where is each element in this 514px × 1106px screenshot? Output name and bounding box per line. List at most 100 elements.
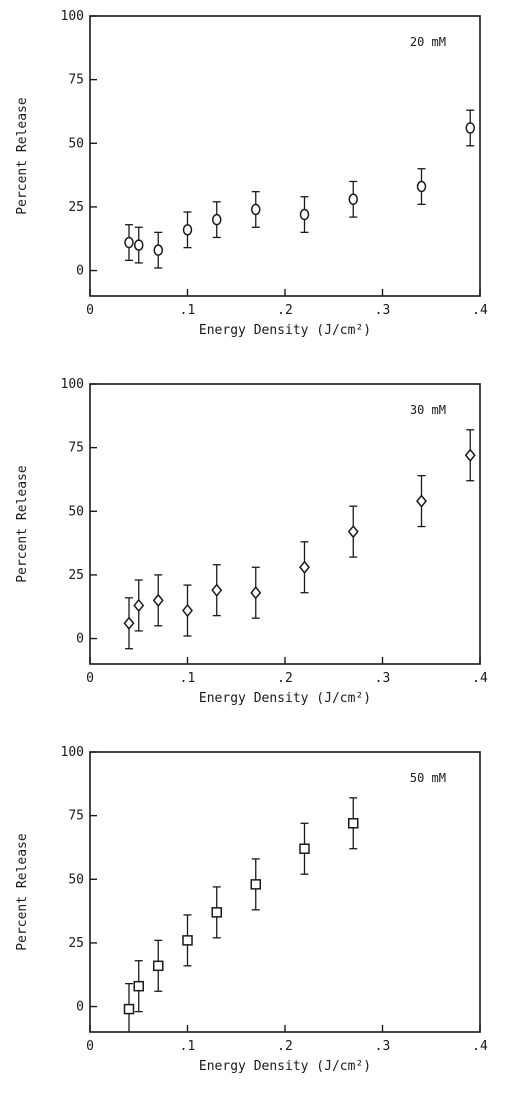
y-tick-label: 0: [76, 632, 84, 647]
y-axis-label: Percent Release: [15, 97, 30, 215]
point-marker: [211, 583, 223, 597]
point-marker: [251, 203, 261, 216]
x-axis-label: Energy Density (J/cm²): [199, 691, 371, 706]
y-axis-label: Percent Release: [15, 465, 30, 583]
data-point: [347, 505, 359, 558]
chart-svg: 0 25 50 75 100 0 .1 .2 .3 .4 Energy Density (J/cm²…: [15, 377, 488, 706]
x-tick-label: .1: [180, 671, 196, 686]
data-point: [153, 231, 163, 269]
point-marker: [153, 960, 164, 972]
y-tick-label: 50: [68, 136, 84, 151]
data-point: [123, 982, 135, 1032]
point-marker: [250, 586, 262, 600]
x-tick-label: .4: [472, 1039, 488, 1054]
data-point: [211, 564, 223, 617]
data-point: [299, 541, 310, 594]
data-point: [124, 224, 134, 262]
data-point: [251, 190, 261, 228]
concentration-label: 30 mM: [410, 403, 446, 417]
y-tick-label: 25: [68, 568, 84, 583]
x-tick-label: .2: [277, 1039, 293, 1054]
point-marker: [299, 843, 310, 854]
point-marker: [212, 213, 222, 226]
chart-panel-30mm: 0 25 50 75 100 0 .1 .2 .3 .4 Energy Density (J/cm²…: [0, 368, 514, 736]
point-marker: [182, 603, 193, 618]
data-point: [299, 822, 310, 875]
point-marker: [182, 935, 193, 946]
plot-frame: [89, 15, 481, 297]
data-point: [348, 180, 358, 218]
point-marker: [299, 560, 310, 574]
point-marker: [465, 122, 475, 134]
data-point: [464, 429, 476, 482]
y-tick-label: 25: [68, 200, 84, 215]
point-marker: [182, 224, 193, 236]
data-point: [182, 914, 193, 967]
x-axis-label: Energy Density (J/cm²): [199, 1059, 371, 1074]
data-point: [348, 797, 359, 850]
data-point: [212, 201, 222, 239]
data-point: [211, 886, 222, 939]
data-point: [465, 109, 475, 147]
point-marker: [299, 208, 310, 221]
x-tick-label: .1: [180, 1039, 196, 1054]
chart-panel-20mm: 0 25 50 75 100 0 .1 .2 .3 .4 Energy Density (J/cm²…: [0, 0, 514, 368]
x-tick-label: .3: [375, 1039, 391, 1054]
point-marker: [416, 494, 427, 508]
x-tick-label: .2: [277, 303, 293, 318]
chart-svg: 0 25 50 75 100 0 .1 .2 .3 .4 Energy Density (J/cm²…: [15, 745, 488, 1074]
x-tick-label: 0: [86, 671, 94, 686]
x-tick-label: .4: [472, 671, 488, 686]
y-tick-label: 100: [61, 9, 84, 24]
data-point: [153, 939, 164, 992]
y-tick-label: 50: [68, 872, 84, 887]
point-marker: [133, 980, 144, 992]
y-tick-label: 25: [68, 936, 84, 951]
x-tick-label: .3: [375, 671, 391, 686]
x-tick-label: .2: [277, 671, 293, 686]
data-point: [182, 584, 193, 637]
chart-svg: 0 25 50 75 100 0 .1 .2 .3 .4 Energy Density (J/cm²…: [15, 9, 488, 338]
x-tick-label: .4: [472, 303, 488, 318]
data-point: [416, 474, 427, 528]
point-marker: [347, 524, 359, 539]
point-marker: [153, 244, 163, 256]
point-marker: [133, 598, 145, 613]
data-point: [152, 574, 164, 627]
y-tick-label: 0: [76, 264, 84, 279]
x-tick-label: 0: [86, 1039, 94, 1054]
data-point: [250, 858, 261, 911]
concentration-label: 50 mM: [410, 771, 446, 785]
y-tick-label: 50: [68, 504, 84, 519]
y-tick-label: 75: [68, 441, 84, 456]
x-tick-label: .1: [180, 303, 196, 318]
point-marker: [348, 818, 359, 829]
point-marker: [124, 236, 134, 249]
x-tick-label: 0: [86, 303, 94, 318]
point-marker: [123, 1003, 135, 1015]
x-axis-label: Energy Density (J/cm²): [199, 323, 371, 338]
concentration-label: 20 mM: [410, 35, 446, 49]
y-tick-label: 100: [61, 377, 84, 392]
y-tick-label: 100: [61, 745, 84, 760]
point-marker: [250, 879, 261, 890]
point-marker: [464, 448, 476, 462]
data-point: [123, 597, 135, 650]
y-axis-label: Percent Release: [15, 833, 30, 951]
y-tick-label: 75: [68, 73, 84, 88]
y-tick-label: 75: [68, 809, 84, 824]
data-point: [133, 960, 144, 1013]
chart-panel-50mm: 0 25 50 75 100 0 .1 .2 .3 .4 Energy Density (J/cm²…: [0, 736, 514, 1104]
data-point: [250, 566, 262, 619]
data-point: [299, 196, 310, 234]
x-tick-label: .3: [375, 303, 391, 318]
y-tick-label: 0: [76, 1000, 84, 1015]
point-marker: [123, 616, 135, 630]
plot-frame: [89, 751, 481, 1033]
data-point: [182, 211, 193, 249]
point-marker: [211, 907, 222, 918]
point-marker: [348, 193, 358, 206]
data-point: [133, 579, 145, 632]
point-marker: [134, 239, 144, 251]
point-marker: [416, 180, 427, 193]
